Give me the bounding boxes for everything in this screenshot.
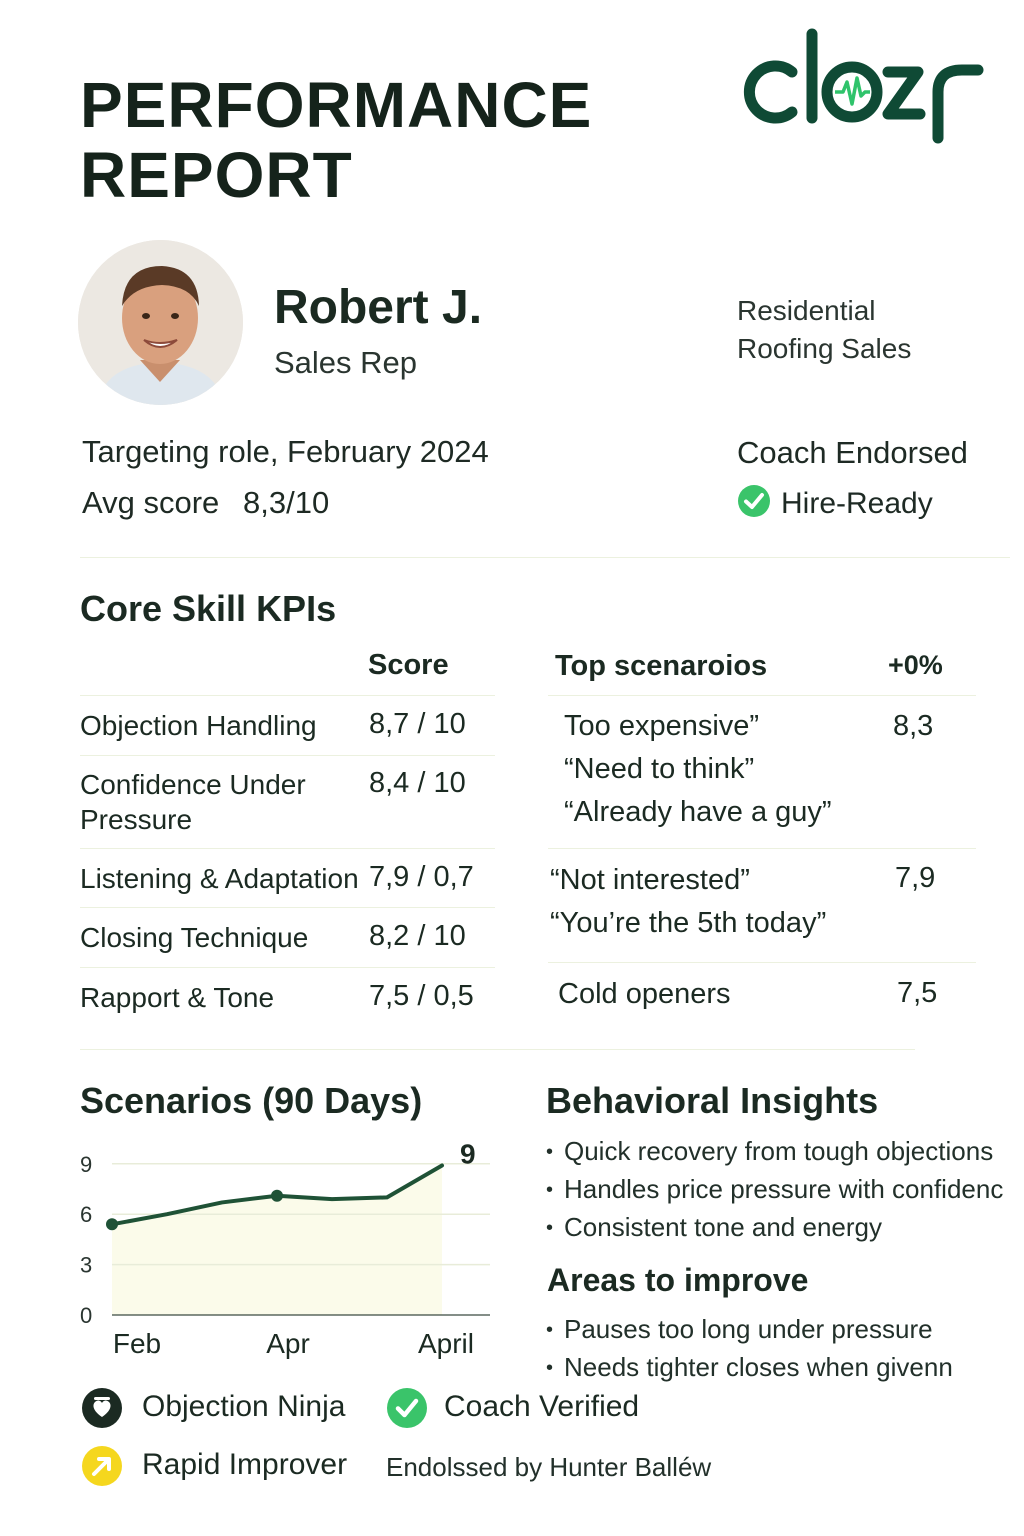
scenarios-chart: 0 3 6 9 9 Feb Apr April <box>80 1138 490 1359</box>
divider <box>80 695 495 696</box>
improve-text: Pauses too long under pressure <box>564 1314 933 1344</box>
list-item: • Pauses too long under pressure <box>546 1311 953 1349</box>
insights-title: Behavioral Insights <box>546 1080 879 1121</box>
scenario-item: “You’re the 5th today” <box>550 907 827 939</box>
industry-line-2: Roofing Sales <box>737 333 912 364</box>
x-tick-label: Feb <box>113 1328 161 1359</box>
divider <box>80 755 495 756</box>
score-column-header: Score <box>368 649 449 681</box>
y-tick-label: 3 <box>80 1253 92 1278</box>
kpi-score: 8,7 / 10 <box>369 708 466 740</box>
scenario-item: Too expensive” <box>564 710 760 742</box>
kpi-score: 8,4 / 10 <box>369 767 466 799</box>
status-badge: Hire-Ready <box>781 487 933 520</box>
insight-text: Consistent tone and energy <box>564 1212 882 1242</box>
avatar <box>78 240 243 405</box>
endorsed-by: Endolssed by Hunter Balléw <box>386 1452 712 1482</box>
chart-point <box>271 1189 283 1202</box>
avg-score-label: Avg score <box>82 485 220 520</box>
kpi-section-title: Core Skill KPIs <box>80 588 337 629</box>
divider <box>80 557 1010 558</box>
badge-label: Coach Verified <box>444 1390 640 1423</box>
chart-area-fill <box>112 1165 442 1315</box>
divider <box>80 848 495 849</box>
divider <box>548 695 976 696</box>
chart-data-label: 9 <box>460 1138 476 1169</box>
bullet-icon: • <box>546 1179 554 1201</box>
improve-text: Needs tighter closes when givenn <box>564 1352 953 1382</box>
divider <box>80 1049 915 1050</box>
check-circle-icon <box>387 1388 427 1428</box>
chart-title: Scenarios (90 Days) <box>80 1080 423 1121</box>
scenario-group: Cold openers <box>558 973 731 1016</box>
scenario-item: “Already have a guy” <box>564 796 832 828</box>
badge-label: Objection Ninja <box>142 1390 346 1423</box>
scenario-score: 7,9 <box>895 862 936 894</box>
avg-score-value: 8,3/10 <box>243 485 330 520</box>
improve-list: • Pauses too long under pressure • Needs t… <box>546 1311 953 1387</box>
list-item: • Needs tighter closes when givenn <box>546 1349 953 1387</box>
divider <box>80 967 495 968</box>
scenario-score: 7,5 <box>897 977 938 1009</box>
profile-role: Sales Rep <box>274 345 418 380</box>
divider <box>80 907 495 908</box>
insights-list: • Quick recovery from tough objections • H… <box>546 1133 1003 1247</box>
brand-logo <box>743 28 984 144</box>
y-tick-label: 0 <box>80 1303 92 1328</box>
x-tick-label: April <box>418 1328 474 1359</box>
person-portrait-icon <box>78 240 243 405</box>
chart-point <box>106 1218 118 1231</box>
scenario-item: “Need to think” <box>564 753 755 785</box>
change-column-header: +0% <box>888 650 943 680</box>
scenario-item: Cold openers <box>558 978 731 1010</box>
list-item: • Quick recovery from tough objections <box>546 1133 1003 1171</box>
targeting-text: Targeting role, February 2024 <box>82 434 489 469</box>
kpi-name: Confidence Under Pressure <box>80 769 306 835</box>
kpi-score: 7,9 / 0,7 <box>369 861 474 893</box>
profile-industry: Residential Roofing Sales <box>737 292 977 368</box>
x-tick-label: Apr <box>266 1328 310 1359</box>
arrow-up-right-icon <box>82 1446 122 1486</box>
scenario-group: “Not interested” “You’re the 5th today” <box>550 859 826 945</box>
bullet-icon: • <box>546 1141 554 1163</box>
kpi-name: Closing Technique <box>80 922 309 953</box>
scenario-group: Too expensive” “Need to think” “Already … <box>564 705 832 834</box>
scenarios-column-header: Top scenaroios <box>555 650 768 682</box>
scenario-item: “Not interested” <box>550 864 750 896</box>
kpi-name: Objection Handling <box>80 710 317 741</box>
page-title: PERFORMANCE REPORT <box>80 70 592 210</box>
industry-line-1: Residential <box>737 295 876 326</box>
kpi-name: Listening & Adaptation <box>80 863 359 894</box>
bullet-icon: • <box>546 1357 554 1379</box>
y-tick-label: 9 <box>80 1152 92 1177</box>
list-item: • Consistent tone and energy <box>546 1209 1003 1247</box>
scenario-score: 8,3 <box>893 710 934 742</box>
bullet-icon: • <box>546 1217 554 1239</box>
kpi-score: 8,2 / 10 <box>369 920 466 952</box>
divider <box>548 962 976 963</box>
check-circle-icon <box>738 485 770 517</box>
kpi-name: Rapport & Tone <box>80 982 275 1013</box>
list-item: • Handles price pressure with confidenc <box>546 1171 1003 1209</box>
shield-heart-icon <box>82 1388 122 1428</box>
bullet-icon: • <box>546 1319 554 1341</box>
badge-label: Rapid Improver <box>142 1448 348 1481</box>
insight-text: Handles price pressure with confidenc <box>564 1174 1004 1204</box>
title-line-1: PERFORMANCE <box>80 69 593 141</box>
y-tick-label: 6 <box>80 1202 92 1227</box>
title-line-2: REPORT <box>80 139 353 211</box>
kpi-score: 7,5 / 0,5 <box>369 980 474 1012</box>
profile-name: Robert J. <box>274 281 483 334</box>
divider <box>548 848 976 849</box>
improve-title: Areas to improve <box>547 1262 809 1298</box>
endorsement-label: Coach Endorsed <box>737 435 968 470</box>
insight-text: Quick recovery from tough objections <box>564 1136 994 1166</box>
